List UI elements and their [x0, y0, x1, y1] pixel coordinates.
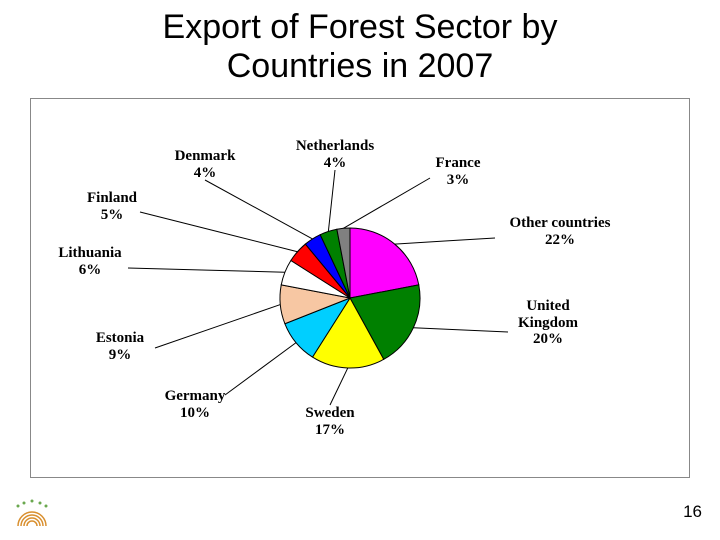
footer-logo: [12, 496, 82, 534]
label-estonia: Estonia 9%: [50, 330, 190, 363]
label-finland: Finland 5%: [42, 190, 182, 223]
label-france: France 3%: [388, 155, 528, 188]
label-lithuania: Lithuania 6%: [20, 245, 160, 278]
page-number: 16: [683, 502, 702, 522]
label-sweden: Sweden 17%: [260, 405, 400, 438]
label-germany: Germany 10%: [125, 388, 265, 421]
slide: Export of Forest Sector by Countries in …: [0, 0, 720, 540]
label-denmark: Denmark 4%: [135, 148, 275, 181]
slide-title: Export of Forest Sector by Countries in …: [0, 8, 720, 86]
label-netherlands: Netherlands 4%: [265, 138, 405, 171]
label-uk: United Kingdom 20%: [478, 298, 618, 348]
label-other: Other countries 22%: [490, 215, 630, 248]
